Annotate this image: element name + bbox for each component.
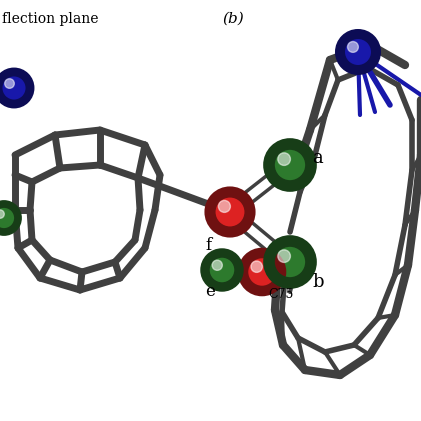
Text: e: e xyxy=(205,283,215,301)
Text: b: b xyxy=(312,273,323,291)
Text: C75: C75 xyxy=(268,288,293,301)
Circle shape xyxy=(210,192,250,232)
Circle shape xyxy=(0,72,30,104)
Text: flection plane: flection plane xyxy=(2,12,99,26)
Text: f: f xyxy=(205,237,211,253)
Circle shape xyxy=(251,261,262,272)
Circle shape xyxy=(205,253,239,287)
Circle shape xyxy=(212,260,222,270)
Circle shape xyxy=(269,241,311,283)
Circle shape xyxy=(243,253,281,291)
Circle shape xyxy=(340,34,376,70)
Circle shape xyxy=(348,42,358,52)
Circle shape xyxy=(218,200,230,213)
Circle shape xyxy=(5,79,14,88)
Circle shape xyxy=(278,250,290,262)
Text: (b): (b) xyxy=(222,12,244,26)
Circle shape xyxy=(278,153,290,165)
Circle shape xyxy=(269,144,311,186)
Circle shape xyxy=(0,204,18,232)
Text: a: a xyxy=(312,149,323,167)
Circle shape xyxy=(0,210,4,218)
